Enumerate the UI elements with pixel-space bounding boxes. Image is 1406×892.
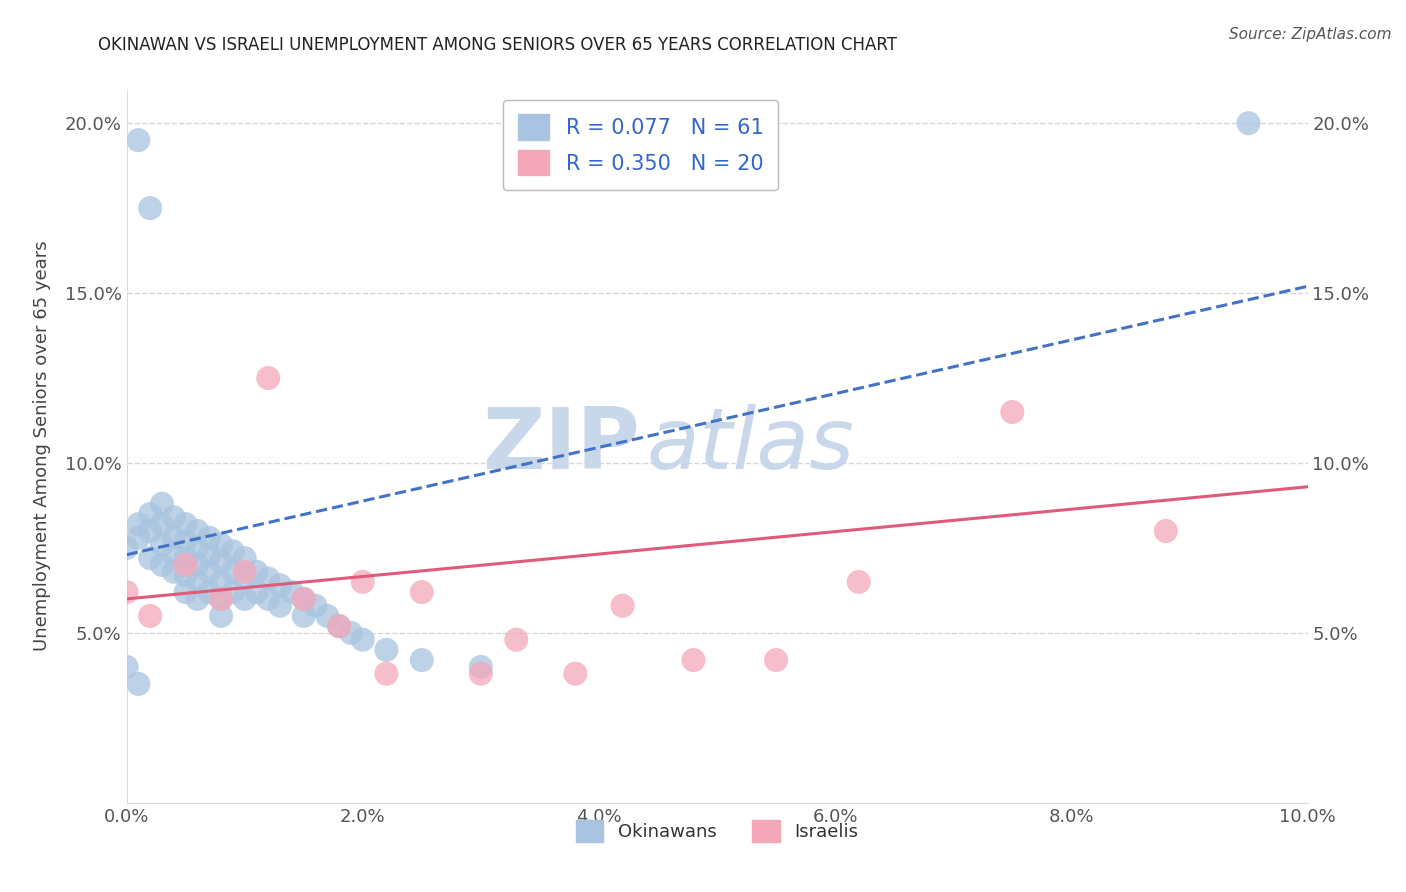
Point [174,517,197,532]
Y-axis label: Unemployment Among Seniors over 65 years: Unemployment Among Seniors over 65 years [32,241,51,651]
Point [186,524,208,538]
Point [127,531,149,545]
Point [139,608,162,623]
Point [115,541,138,555]
Point [1001,405,1024,419]
Point [269,578,291,592]
Point [281,585,304,599]
Point [127,677,149,691]
Point [245,565,267,579]
Text: atlas: atlas [647,404,855,488]
Point [470,660,492,674]
Point [127,517,149,532]
Point [115,660,138,674]
Point [340,626,363,640]
Point [352,574,374,589]
Point [612,599,634,613]
Point [163,510,186,524]
Point [470,666,492,681]
Point [245,585,267,599]
Point [352,632,374,647]
Point [222,565,245,579]
Point [127,133,149,147]
Point [186,591,208,606]
Text: Source: ZipAtlas.com: Source: ZipAtlas.com [1229,27,1392,42]
Point [115,585,138,599]
Point [505,632,527,647]
Point [209,574,232,589]
Point [209,608,232,623]
Point [222,585,245,599]
Point [174,534,197,549]
Point [198,531,221,545]
Point [1237,116,1260,130]
Point [257,572,280,586]
Point [233,591,256,606]
Point [139,507,162,521]
Point [292,591,315,606]
Point [209,591,232,606]
Point [375,666,398,681]
Point [209,555,232,569]
Point [139,551,162,566]
Point [411,653,433,667]
Point [257,371,280,385]
Point [292,591,315,606]
Point [150,537,173,551]
Text: OKINAWAN VS ISRAELI UNEMPLOYMENT AMONG SENIORS OVER 65 YEARS CORRELATION CHART: OKINAWAN VS ISRAELI UNEMPLOYMENT AMONG S… [98,36,897,54]
Point [163,565,186,579]
Point [564,666,586,681]
Point [174,585,197,599]
Point [328,619,350,633]
Legend: Okinawans, Israelis: Okinawans, Israelis [567,811,868,851]
Point [209,591,232,606]
Point [198,565,221,579]
Point [411,585,433,599]
Point [682,653,704,667]
Point [304,599,326,613]
Point [292,608,315,623]
Point [848,574,870,589]
Text: ZIP: ZIP [482,404,640,488]
Point [233,572,256,586]
Point [139,201,162,215]
Point [765,653,787,667]
Point [186,541,208,555]
Point [233,565,256,579]
Point [174,568,197,582]
Point [150,558,173,572]
Point [233,551,256,566]
Point [198,585,221,599]
Point [174,558,197,572]
Point [150,497,173,511]
Point [316,608,339,623]
Point [139,524,162,538]
Point [257,591,280,606]
Point [1154,524,1177,538]
Point [328,619,350,633]
Point [198,548,221,562]
Point [186,574,208,589]
Point [186,558,208,572]
Point [163,531,186,545]
Point [375,643,398,657]
Point [222,544,245,558]
Point [174,551,197,566]
Point [209,537,232,551]
Point [269,599,291,613]
Point [150,517,173,532]
Point [163,548,186,562]
